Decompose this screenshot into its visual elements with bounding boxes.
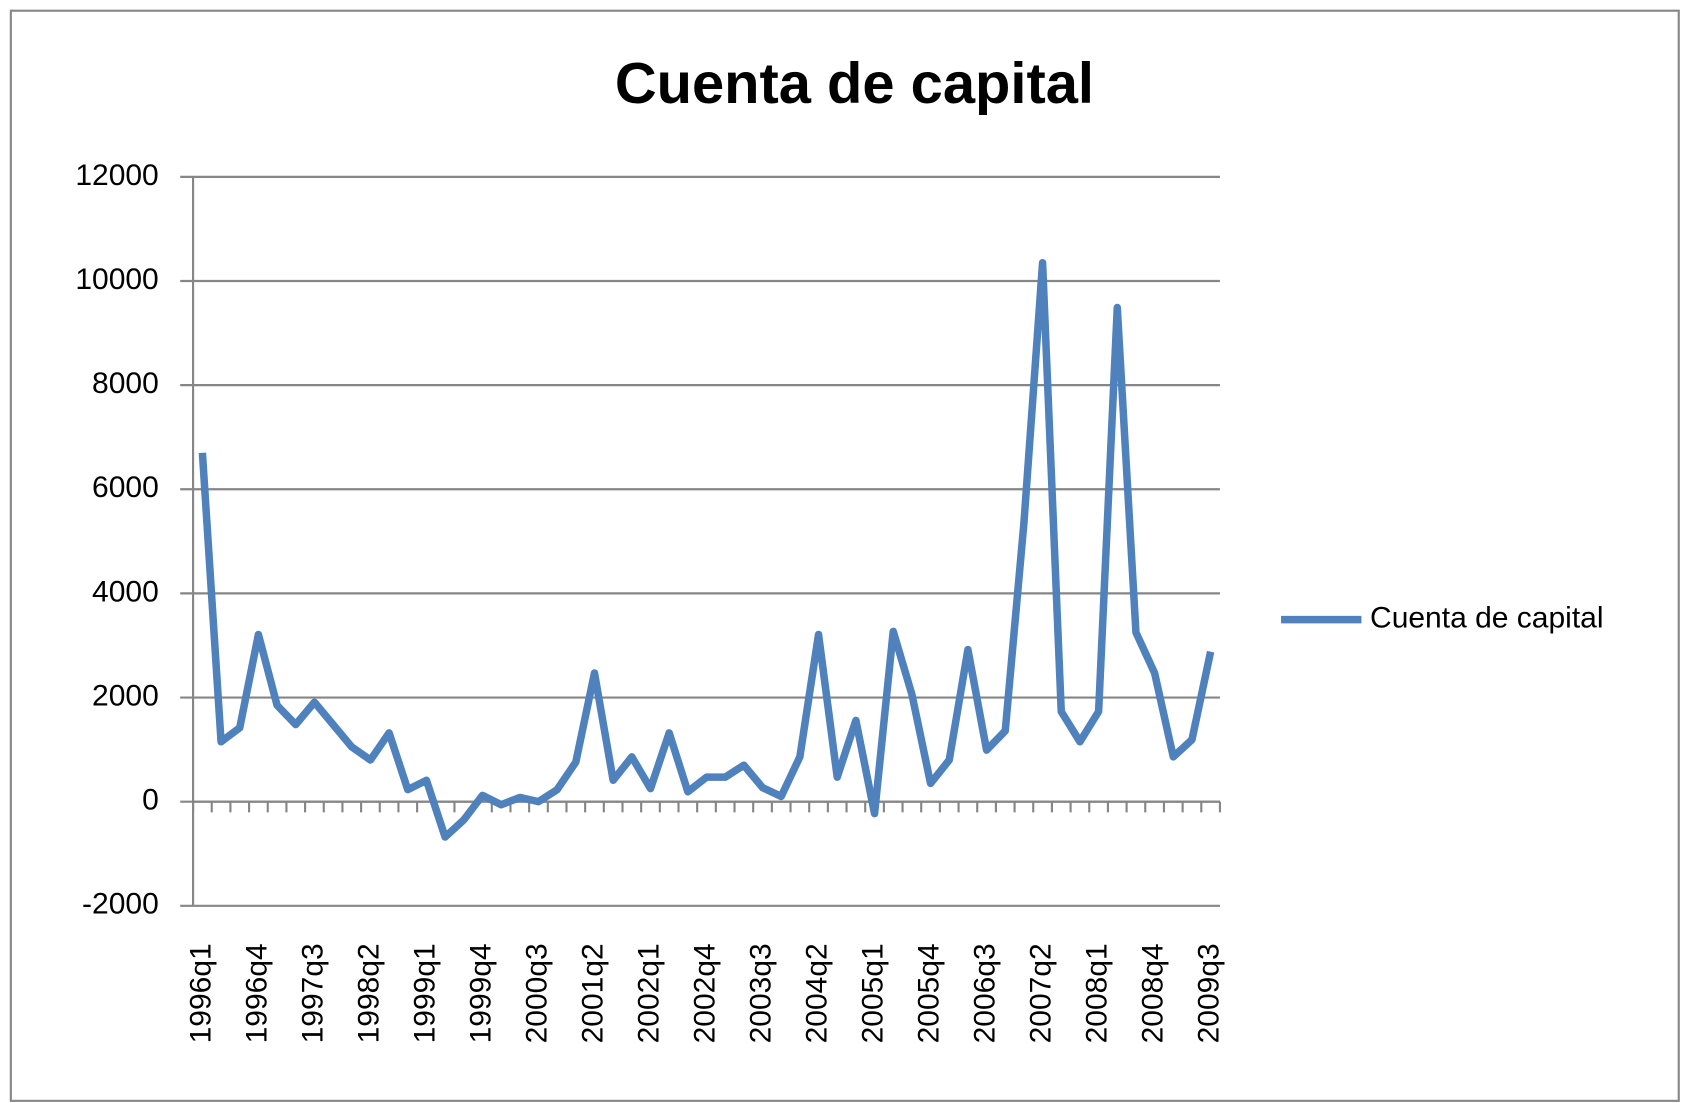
y-tick-label: 12000 [75, 159, 158, 192]
x-tick-label: 2006q3 [968, 943, 1001, 1043]
y-tick-label: 10000 [75, 263, 158, 296]
x-tick-label: 2005q1 [856, 943, 889, 1043]
x-tick-label: 2007q2 [1025, 943, 1058, 1043]
chart-frame [9, 9, 1680, 1102]
legend-label: Cuenta de capital [1370, 601, 1604, 634]
x-tick-label: 1998q2 [352, 943, 385, 1043]
x-tick-label: 2009q3 [1193, 943, 1226, 1043]
y-tick-label: 6000 [92, 471, 159, 504]
x-tick-label: 2002q1 [632, 943, 665, 1043]
x-tick-label: 2000q3 [520, 943, 553, 1043]
x-tick-label: 1996q1 [184, 943, 217, 1043]
x-tick-label: 1999q4 [464, 943, 497, 1043]
x-tick-label: 2002q4 [688, 943, 721, 1043]
x-tick-label: 1996q4 [240, 943, 273, 1043]
y-tick-label: -2000 [82, 888, 159, 921]
x-tick-label: 1997q3 [296, 943, 329, 1043]
chart-title: Cuenta de capital [615, 52, 1094, 116]
x-tick-label: 2008q1 [1081, 943, 1114, 1043]
x-tick-label: 2004q2 [800, 943, 833, 1043]
y-tick-label: 0 [142, 784, 159, 817]
y-tick-label: 2000 [92, 679, 159, 712]
x-tick-label: 2008q4 [1137, 943, 1170, 1043]
y-tick-label: 4000 [92, 575, 159, 608]
x-tick-label: 2003q3 [744, 943, 777, 1043]
x-tick-label: 2001q2 [576, 943, 609, 1043]
y-tick-label: 8000 [92, 367, 159, 400]
data-line [198, 259, 1215, 841]
x-tick-label: 1999q1 [408, 943, 441, 1043]
x-tick-label: 2005q4 [912, 943, 945, 1043]
